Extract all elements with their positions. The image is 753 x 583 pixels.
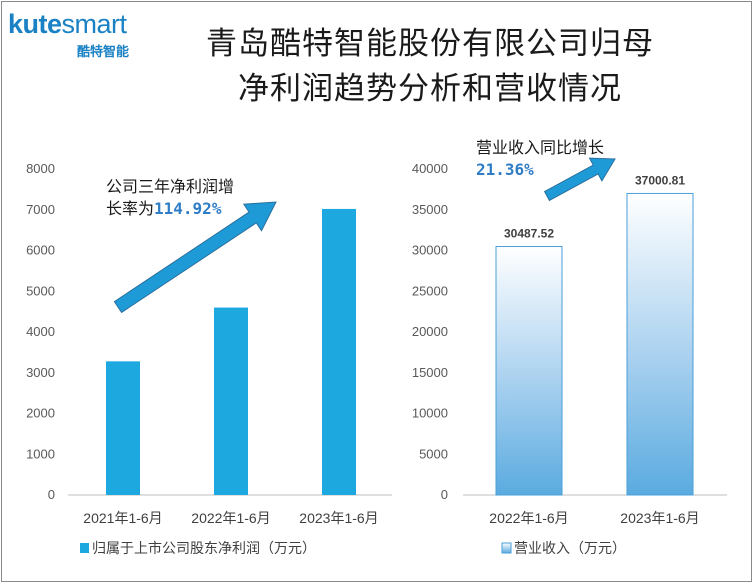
y-tick-label: 20000 (412, 324, 448, 339)
chart-title-line2: 净利润趋势分析和营收情况 (238, 71, 622, 107)
y-tick-label: 30000 (412, 243, 448, 258)
bar (322, 208, 356, 495)
bar (106, 361, 140, 495)
logo-wordmark: kutesmart (8, 10, 127, 38)
legend-label: 营业收入（万元） (514, 540, 626, 556)
y-tick-label: 25000 (412, 283, 448, 298)
y-tick-label: 0 (48, 487, 55, 502)
trend-arrows (113, 157, 616, 314)
data-label: 30487.52 (504, 227, 554, 241)
x-tick-label: 2023年1-6月 (299, 510, 378, 526)
logo-subtitle: 酷特智能 (77, 44, 130, 59)
trend-arrow-icon (113, 201, 277, 314)
y-tick-label: 5000 (419, 446, 448, 461)
chart-title-line1: 青岛酷特智能股份有限公司归母 (206, 26, 654, 62)
x-tick-label: 2022年1-6月 (489, 510, 568, 526)
y-tick-label: 6000 (26, 243, 55, 258)
y-tick-label: 15000 (412, 365, 448, 380)
chart-title: 青岛酷特智能股份有限公司归母 净利润趋势分析和营收情况 (150, 22, 710, 112)
data-label: 37000.81 (635, 173, 685, 187)
bar (495, 246, 563, 496)
y-tick-label: 2000 (26, 406, 55, 421)
y-tick-label: 10000 (412, 406, 448, 421)
y-tick-label: 1000 (26, 446, 55, 461)
left-annotation-text: 长率为 (106, 199, 155, 218)
y-tick-label: 3000 (26, 365, 55, 380)
net-profit-chart: 0 1000 2000 3000 4000 5000 6000 7000 8000 2021年1-… (26, 161, 392, 556)
right-annotation-percent: 21.36% (476, 160, 534, 179)
legend-marker (501, 542, 512, 554)
x-tick-label: 2023年1-6月 (620, 510, 699, 526)
legend-label: 归属于上市公司股东净利润（万元） (92, 540, 316, 556)
right-annotation: 营业收入同比增长 21.36% (476, 137, 604, 181)
y-tick-label: 7000 (26, 202, 55, 217)
y-tick-label: 0 (441, 487, 448, 502)
legend-marker (80, 543, 89, 553)
right-annotation-line2: 21.36% (476, 159, 604, 181)
y-tick-label: 8000 (26, 161, 55, 176)
revenue-chart: 0 5000 10000 15000 20000 25000 30000 35000 40000… (412, 161, 727, 556)
right-annotation-line1: 营业收入同比增长 (476, 138, 605, 157)
logo-brand-b: smart (61, 9, 128, 39)
y-tick-label: 40000 (412, 161, 448, 176)
y-tick-label: 4000 (26, 324, 55, 339)
left-annotation-line1: 公司三年净利润增 (106, 177, 235, 196)
logo-brand-a: kute (8, 9, 62, 39)
logo: kutesmart 酷特智能 (8, 10, 129, 59)
y-tick-label: 5000 (26, 283, 55, 298)
bar (626, 192, 694, 496)
y-tick-label: 35000 (412, 202, 448, 217)
left-annotation-line2: 长率为114.92% (106, 198, 234, 220)
x-tick-label: 2022年1-6月 (191, 510, 270, 526)
bar (214, 307, 248, 495)
trend-arrow-icon (543, 157, 616, 202)
x-tick-label: 2021年1-6月 (83, 510, 162, 526)
left-annotation-percent: 114.92% (154, 199, 222, 218)
left-annotation: 公司三年净利润增 长率为114.92% (106, 176, 234, 220)
